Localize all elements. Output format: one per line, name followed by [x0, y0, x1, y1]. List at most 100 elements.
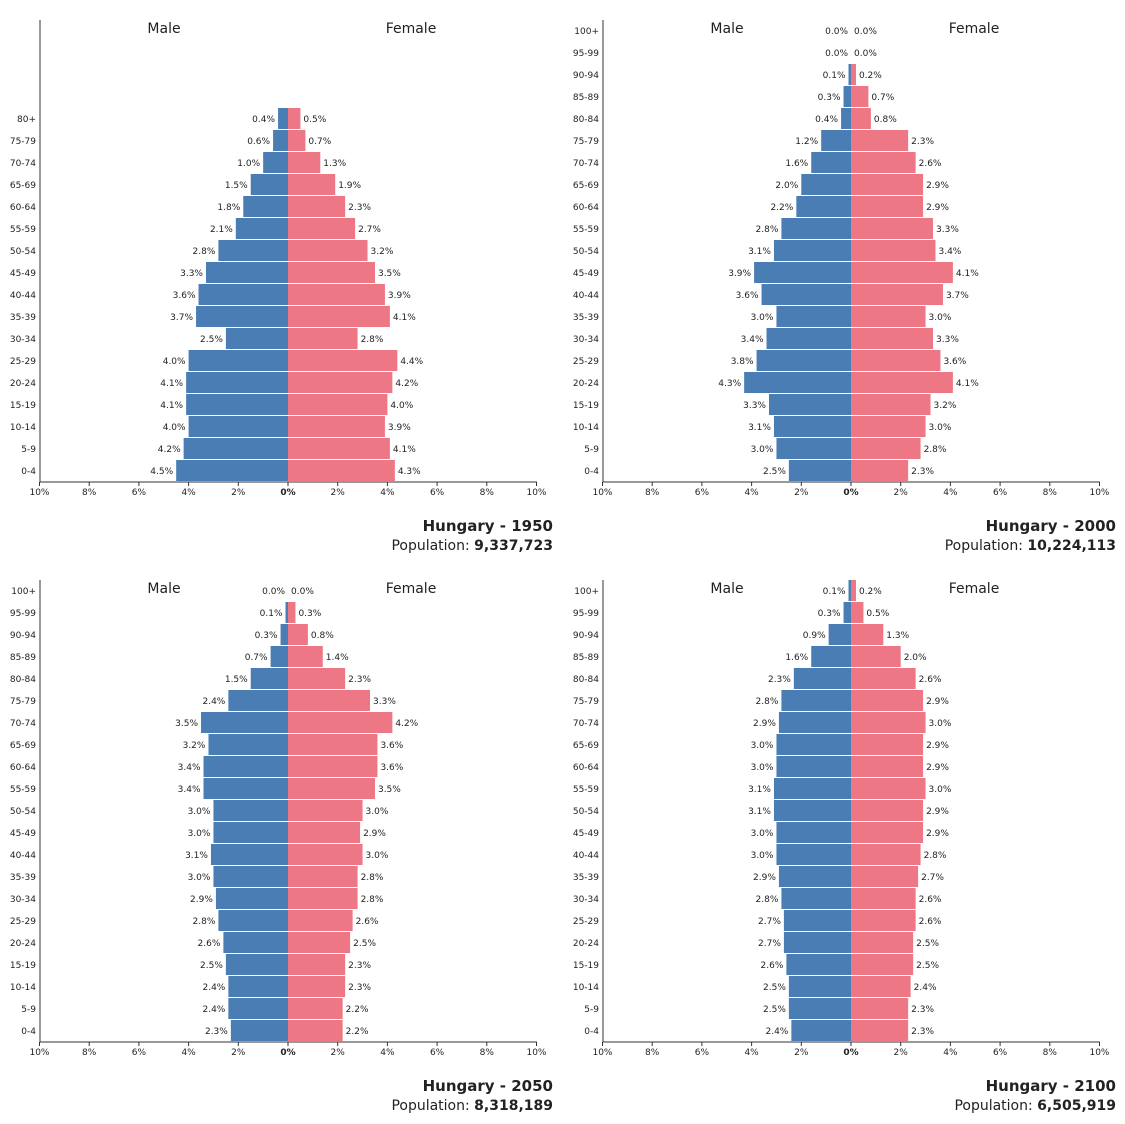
age-group-label: 70-74	[10, 719, 36, 729]
male-bar	[843, 86, 851, 107]
female-bar	[288, 888, 358, 909]
female-value-label: 2.5%	[353, 939, 376, 949]
male-bar	[786, 954, 851, 975]
female-value-label: 2.5%	[916, 961, 939, 971]
male-bar	[235, 218, 288, 239]
male-value-label: 3.0%	[188, 829, 211, 839]
x-tick-label: 4%	[380, 1048, 395, 1058]
population-value: 8,318,189	[474, 1098, 553, 1114]
age-group-label: 100+	[11, 587, 36, 597]
male-value-label: 2.4%	[202, 697, 225, 707]
male-value-label: 0.3%	[255, 631, 278, 641]
x-tick-label: 10%	[592, 1048, 612, 1058]
male-bar	[250, 174, 288, 195]
female-bar	[851, 690, 924, 711]
female-bar	[851, 866, 919, 887]
male-bar	[225, 328, 288, 349]
male-value-label: 4.0%	[163, 423, 186, 433]
male-bar	[208, 734, 288, 755]
male-value-label: 1.6%	[785, 159, 808, 169]
female-value-label: 2.8%	[924, 445, 947, 455]
female-value-label: 2.9%	[363, 829, 386, 839]
male-bar	[811, 152, 851, 173]
female-header: Female	[949, 21, 1000, 37]
population-line: Population: 8,318,189	[391, 1098, 553, 1114]
male-bar	[228, 998, 288, 1019]
female-value-label: 2.0%	[904, 653, 927, 663]
male-value-label: 1.5%	[225, 181, 248, 191]
age-group-label: 25-29	[10, 917, 36, 927]
female-bar	[851, 778, 926, 799]
x-tick-label: 2%	[231, 488, 246, 498]
female-bar	[851, 328, 934, 349]
x-tick-label: 2%	[894, 488, 909, 498]
age-group-label: 30-34	[10, 335, 36, 345]
female-bar	[851, 910, 916, 931]
female-value-label: 4.2%	[395, 719, 418, 729]
age-group-label: 45-49	[10, 829, 36, 839]
female-bar	[288, 108, 301, 129]
age-group-label: 90-94	[573, 631, 599, 641]
x-tick-label: 4%	[744, 488, 759, 498]
male-bar	[793, 668, 851, 689]
population-label: Population:	[954, 1098, 1037, 1114]
male-value-label: 2.8%	[756, 225, 779, 235]
male-value-label: 2.0%	[775, 181, 798, 191]
age-group-label: 5-9	[584, 445, 599, 455]
female-value-label: 4.2%	[395, 379, 418, 389]
male-bar	[250, 668, 288, 689]
male-value-label: 2.4%	[765, 1027, 788, 1037]
male-value-label: 2.8%	[756, 697, 779, 707]
male-bar	[756, 350, 851, 371]
male-bar	[205, 262, 288, 283]
female-header: Female	[949, 581, 1000, 597]
female-value-label: 1.3%	[323, 159, 346, 169]
male-bar	[821, 130, 851, 151]
x-tick-label: 2%	[894, 1048, 909, 1058]
male-value-label: 2.8%	[193, 917, 216, 927]
male-value-label: 1.0%	[237, 159, 260, 169]
age-group-label: 25-29	[573, 917, 599, 927]
age-group-label: 15-19	[10, 401, 36, 411]
female-value-label: 2.8%	[361, 895, 384, 905]
male-bar	[773, 240, 851, 261]
male-bar	[766, 328, 851, 349]
female-bar	[288, 668, 346, 689]
population-line: Population: 6,505,919	[954, 1098, 1116, 1114]
x-tick-label: 2%	[331, 488, 346, 498]
age-group-label: 65-69	[10, 741, 36, 751]
female-bar	[288, 690, 371, 711]
female-bar	[288, 822, 361, 843]
x-tick-label: 4%	[181, 1048, 196, 1058]
female-value-label: 2.5%	[916, 939, 939, 949]
female-value-label: 1.3%	[886, 631, 909, 641]
male-value-label: 3.0%	[188, 873, 211, 883]
female-bar	[288, 262, 375, 283]
x-tick-label: 0%	[280, 1048, 295, 1058]
age-group-label: 80-84	[573, 115, 599, 125]
age-group-label: 50-54	[573, 807, 599, 817]
age-group-label: 60-64	[573, 203, 599, 213]
female-value-label: 4.4%	[400, 357, 423, 367]
male-bar	[228, 976, 288, 997]
female-value-label: 0.2%	[859, 71, 882, 81]
female-value-label: 4.1%	[393, 445, 416, 455]
female-value-label: 2.9%	[926, 697, 949, 707]
male-bar	[188, 416, 288, 437]
x-tick-label: 0%	[843, 1048, 858, 1058]
male-value-label: 2.7%	[758, 917, 781, 927]
age-group-label: 55-59	[10, 225, 36, 235]
male-bar	[213, 822, 288, 843]
x-tick-label: 8%	[1043, 488, 1058, 498]
female-value-label: 0.2%	[859, 587, 882, 597]
male-value-label: 2.5%	[200, 335, 223, 345]
female-value-label: 3.0%	[366, 807, 389, 817]
female-value-label: 3.9%	[388, 291, 411, 301]
female-bar	[288, 416, 385, 437]
age-group-label: 25-29	[10, 357, 36, 367]
female-bar	[851, 64, 856, 85]
male-value-label: 4.3%	[718, 379, 741, 389]
male-value-label: 0.4%	[252, 115, 275, 125]
female-value-label: 2.2%	[346, 1005, 369, 1015]
male-value-label: 3.0%	[751, 445, 774, 455]
